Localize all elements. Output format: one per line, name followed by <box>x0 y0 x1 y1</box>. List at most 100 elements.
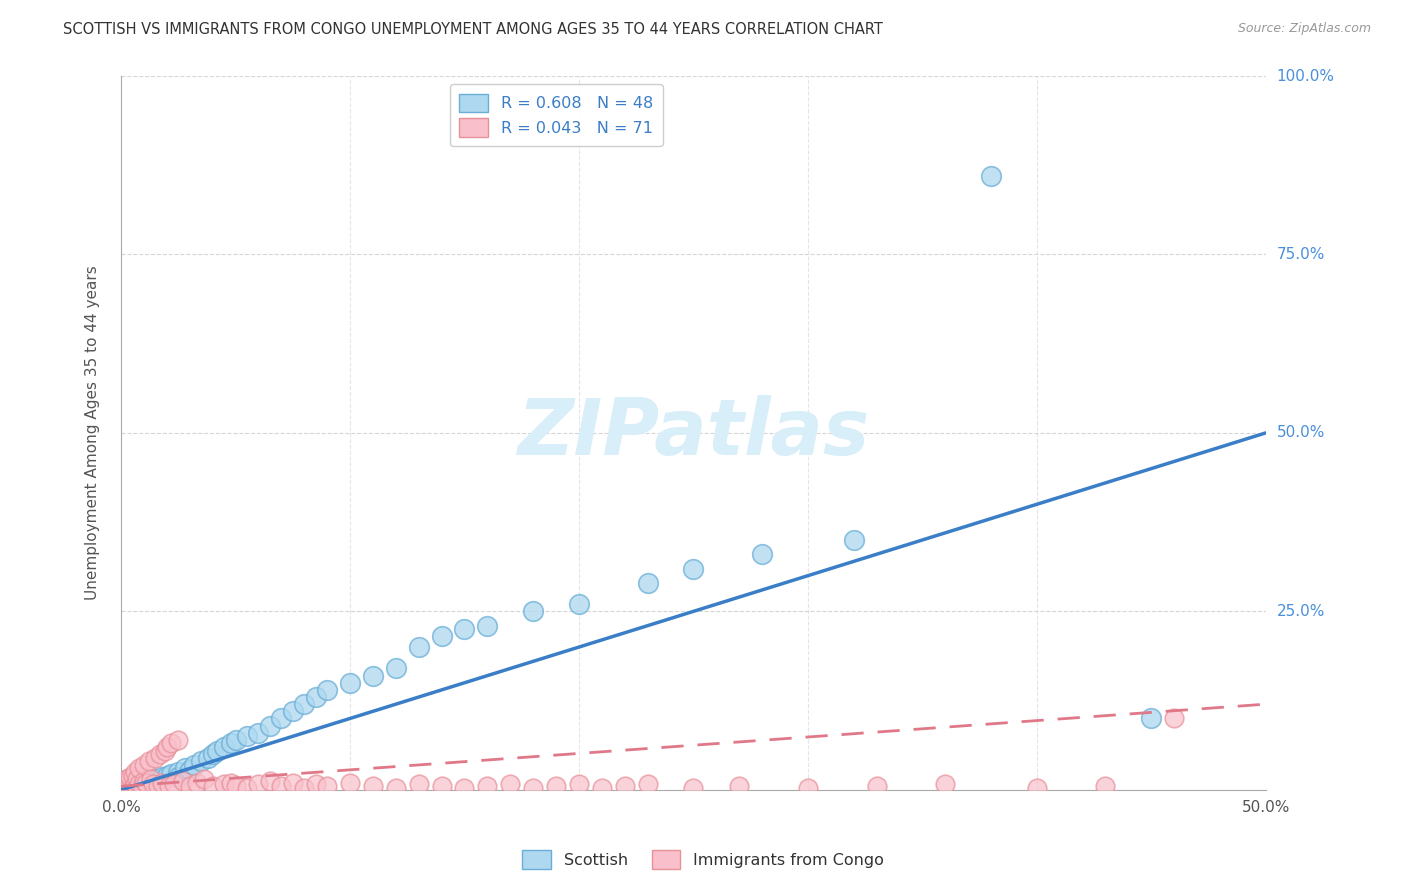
Point <box>637 777 659 791</box>
Point <box>225 732 247 747</box>
Point <box>179 779 201 793</box>
Point <box>408 640 430 654</box>
Point <box>207 743 229 757</box>
Point <box>236 729 259 743</box>
Point <box>142 777 165 791</box>
Point <box>544 779 567 793</box>
Point <box>127 780 149 795</box>
Point <box>160 736 183 750</box>
Point <box>114 779 136 793</box>
Text: 75.0%: 75.0% <box>1277 247 1324 262</box>
Point <box>150 775 173 789</box>
Point <box>149 747 172 761</box>
Point <box>160 767 183 781</box>
Point <box>112 777 135 791</box>
Point <box>128 777 150 791</box>
Point <box>138 774 160 789</box>
Point <box>339 675 361 690</box>
Point <box>522 604 544 618</box>
Point <box>156 739 179 754</box>
Point <box>132 774 155 789</box>
Point <box>157 779 180 793</box>
Point <box>568 777 591 791</box>
Point <box>728 779 751 793</box>
Point <box>259 718 281 732</box>
Point <box>1094 779 1116 793</box>
Point <box>127 772 149 786</box>
Point <box>430 629 453 643</box>
Point <box>270 711 292 725</box>
Point <box>682 780 704 795</box>
Point <box>305 777 328 791</box>
Point <box>219 736 242 750</box>
Point <box>637 575 659 590</box>
Point <box>145 750 167 764</box>
Point <box>201 779 224 793</box>
Point <box>121 768 143 782</box>
Point <box>236 780 259 795</box>
Point <box>477 618 499 632</box>
Point <box>305 690 328 704</box>
Point <box>522 780 544 795</box>
Point <box>1025 780 1047 795</box>
Point <box>385 780 408 795</box>
Text: SCOTTISH VS IMMIGRANTS FROM CONGO UNEMPLOYMENT AMONG AGES 35 TO 44 YEARS CORRELA: SCOTTISH VS IMMIGRANTS FROM CONGO UNEMPL… <box>63 22 883 37</box>
Point <box>121 780 143 794</box>
Text: Source: ZipAtlas.com: Source: ZipAtlas.com <box>1237 22 1371 36</box>
Point <box>934 777 956 791</box>
Point <box>124 779 146 793</box>
Point <box>225 779 247 793</box>
Point <box>156 768 179 782</box>
Point <box>117 780 139 795</box>
Point <box>453 622 475 636</box>
Point <box>477 779 499 793</box>
Point <box>1163 711 1185 725</box>
Point <box>201 747 224 761</box>
Legend: R = 0.608   N = 48, R = 0.043   N = 71: R = 0.608 N = 48, R = 0.043 N = 71 <box>450 84 662 146</box>
Point <box>361 668 384 682</box>
Point <box>385 661 408 675</box>
Point <box>190 754 212 768</box>
Point <box>172 774 194 789</box>
Y-axis label: Unemployment Among Ages 35 to 44 years: Unemployment Among Ages 35 to 44 years <box>86 266 100 600</box>
Point <box>117 775 139 789</box>
Point <box>193 772 215 786</box>
Point <box>183 757 205 772</box>
Point <box>281 704 304 718</box>
Point <box>128 775 150 789</box>
Point <box>117 781 139 796</box>
Point <box>797 780 820 795</box>
Point <box>1140 711 1163 725</box>
Point <box>408 777 430 791</box>
Point <box>120 770 142 784</box>
Point <box>247 777 270 791</box>
Point <box>339 775 361 789</box>
Point <box>682 561 704 575</box>
Point <box>316 682 339 697</box>
Text: 100.0%: 100.0% <box>1277 69 1334 84</box>
Point <box>146 779 169 793</box>
Point <box>138 754 160 768</box>
Point <box>114 779 136 793</box>
Point <box>167 764 190 779</box>
Point <box>281 775 304 789</box>
Point <box>139 772 162 786</box>
Point <box>121 780 143 794</box>
Point <box>131 779 153 793</box>
Point <box>980 169 1002 183</box>
Point <box>568 597 591 611</box>
Point <box>128 761 150 775</box>
Point <box>212 739 235 754</box>
Point <box>453 780 475 795</box>
Point <box>124 778 146 792</box>
Point <box>186 775 208 789</box>
Point <box>167 732 190 747</box>
Text: ZIPatlas: ZIPatlas <box>517 395 869 471</box>
Point <box>179 763 201 777</box>
Point <box>247 725 270 739</box>
Point <box>751 547 773 561</box>
Point <box>430 779 453 793</box>
Point <box>112 774 135 789</box>
Point <box>163 777 186 791</box>
Point <box>167 770 190 784</box>
